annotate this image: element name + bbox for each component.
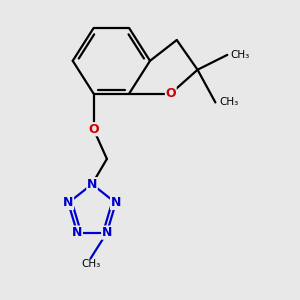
Text: CH₃: CH₃ xyxy=(219,98,238,107)
Text: N: N xyxy=(63,196,74,209)
Text: N: N xyxy=(102,226,112,239)
Text: O: O xyxy=(166,87,176,100)
Text: CH₃: CH₃ xyxy=(231,50,250,60)
Text: CH₃: CH₃ xyxy=(81,260,100,269)
Text: N: N xyxy=(111,196,121,209)
Text: N: N xyxy=(87,178,97,191)
Text: O: O xyxy=(88,123,99,136)
Text: N: N xyxy=(72,226,83,239)
